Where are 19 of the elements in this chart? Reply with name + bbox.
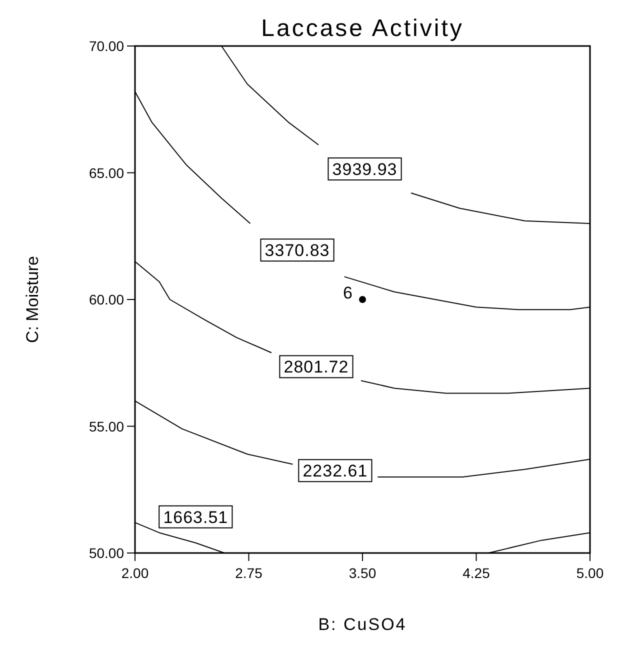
y-tick-label: 70.00 (88, 38, 124, 54)
x-tick-label: 5.00 (576, 565, 604, 581)
y-tick-label: 50.00 (88, 545, 124, 561)
chart-title: Laccase Activity (261, 15, 464, 42)
series-label: 2801.72 (284, 358, 349, 377)
y-tick-label: 55.00 (88, 418, 124, 434)
x-tick-label: 4.25 (462, 565, 490, 581)
annotation: 6 (343, 284, 352, 302)
series-label: 1663.51 (163, 508, 228, 527)
series-label: 3370.83 (264, 241, 330, 260)
x-tick-label: 2.00 (121, 565, 149, 581)
x-tick-label: 2.75 (235, 565, 263, 581)
x-axis-title: B: CuSO4 (318, 615, 407, 634)
y-tick-label: 60.00 (88, 292, 124, 308)
y-axis-title: C: Moisture (23, 256, 42, 343)
y-tick-label: 65.00 (88, 164, 124, 181)
x-tick-label: 3.50 (348, 565, 376, 581)
series-label: 2232.61 (302, 462, 368, 481)
series-label: 3939.93 (332, 160, 398, 179)
